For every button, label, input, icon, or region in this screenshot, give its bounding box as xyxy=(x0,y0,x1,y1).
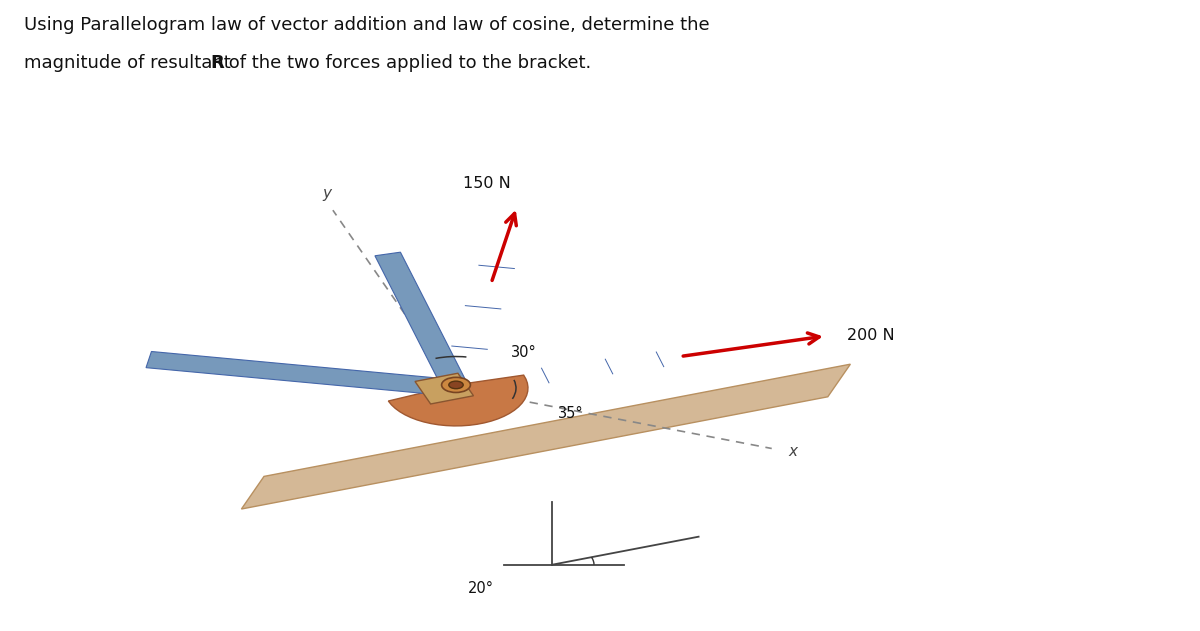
Text: 20°: 20° xyxy=(468,581,494,596)
Text: 200 N: 200 N xyxy=(847,329,895,343)
Text: 30°: 30° xyxy=(511,345,536,360)
Text: x: x xyxy=(788,444,798,459)
Text: Using Parallelogram law of vector addition and law of cosine, determine the: Using Parallelogram law of vector additi… xyxy=(24,16,709,34)
Polygon shape xyxy=(374,252,469,390)
Text: magnitude of resultant: magnitude of resultant xyxy=(24,54,236,72)
Circle shape xyxy=(449,381,463,389)
Polygon shape xyxy=(415,374,474,404)
Circle shape xyxy=(442,377,470,392)
Polygon shape xyxy=(241,364,851,509)
Text: y: y xyxy=(323,186,331,201)
Text: R: R xyxy=(210,54,223,72)
Polygon shape xyxy=(389,375,528,426)
Polygon shape xyxy=(146,351,458,396)
Text: of the two forces applied to the bracket.: of the two forces applied to the bracket… xyxy=(223,54,592,72)
Text: 150 N: 150 N xyxy=(463,176,510,191)
Text: 35°: 35° xyxy=(558,406,583,421)
